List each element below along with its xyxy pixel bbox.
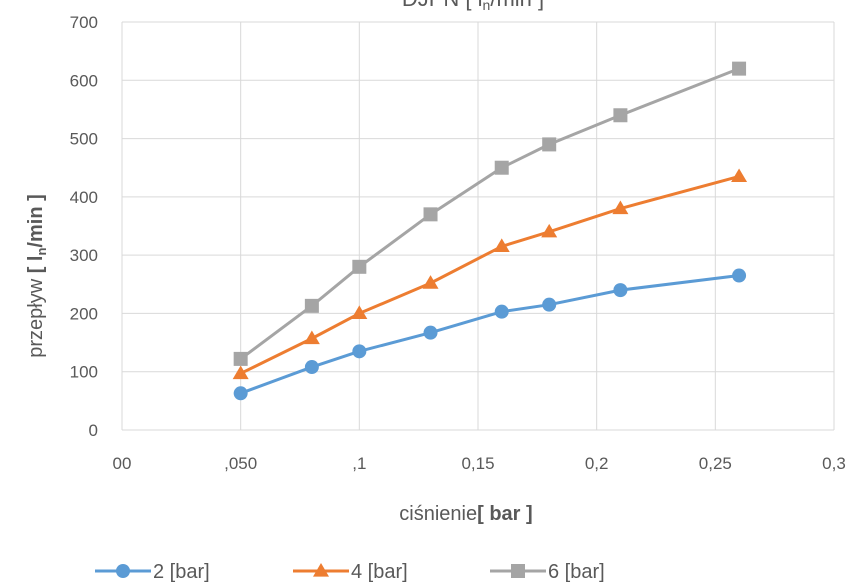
data-point [493, 238, 510, 252]
data-point [304, 360, 319, 375]
data-point [422, 275, 439, 289]
x-tick-label: 0,2 [585, 454, 609, 473]
legend-item: 4 [bar] [293, 561, 408, 583]
legend-item: 6 [bar] [490, 561, 605, 583]
data-point [423, 325, 438, 340]
x-tick-label: 0,15 [461, 454, 494, 473]
legend-marker [313, 563, 329, 577]
chart-title-subscript: n [483, 0, 491, 13]
series-layer [232, 61, 748, 401]
series-3 [233, 61, 747, 366]
series-2 [232, 168, 748, 380]
gridlines [121, 21, 835, 431]
data-point [732, 268, 747, 283]
chart-title: DJPN [ ln/min ] [402, 0, 544, 13]
data-point [541, 223, 558, 238]
data-point [731, 168, 748, 183]
data-point [613, 108, 628, 123]
data-point [304, 298, 319, 313]
series-line [240, 274, 740, 395]
data-point [232, 365, 249, 380]
series-line [240, 175, 740, 375]
y-tick-label: 300 [70, 246, 98, 265]
y-axis-title-main: przepływ [25, 273, 47, 357]
x-tick-label: 0,25 [699, 454, 732, 473]
y-tick-label: 0 [89, 421, 98, 440]
y-tick-label: 100 [70, 363, 98, 382]
y-tick-label: 700 [70, 13, 98, 32]
legend-label: 4 [bar] [351, 561, 408, 583]
series-1 [233, 268, 747, 401]
x-axis-title-bold: [ bar ] [477, 503, 533, 525]
x-axis-title-main: ciśnienie [399, 503, 477, 525]
data-point [233, 386, 248, 401]
y-axis-title: przepływ [ ln/min ] [25, 194, 49, 358]
x-axis-ticks: 00 ,050 ,1 0,15 0,2 0,25 0,3 [113, 454, 846, 473]
y-axis-title-tail: /min ] [25, 194, 47, 247]
data-point [351, 305, 368, 320]
legend-marker [511, 564, 525, 578]
y-tick-label: 200 [70, 304, 98, 323]
y-tick-label: 400 [70, 188, 98, 207]
data-point [494, 304, 509, 319]
y-tick-label: 600 [70, 71, 98, 90]
legend-item: 2 [bar] [95, 561, 210, 583]
data-point [303, 330, 320, 345]
data-point [233, 351, 248, 366]
y-axis-ticks: 0 100 200 300 400 500 600 700 [70, 13, 98, 440]
y-axis-title-bold: [ l [25, 256, 47, 274]
x-axis-title: ciśnienie[ bar ] [399, 503, 532, 525]
chart-title-main: DJPN [ l [402, 0, 483, 11]
data-point [542, 297, 557, 312]
y-tick-label: 500 [70, 130, 98, 149]
data-point [494, 160, 509, 175]
legend-label: 2 [bar] [153, 561, 210, 583]
legend-label: 6 [bar] [548, 561, 605, 583]
data-point [613, 283, 628, 298]
data-point [732, 61, 747, 76]
data-point [423, 207, 438, 222]
x-tick-label: ,1 [352, 454, 366, 473]
data-point [542, 137, 557, 152]
x-tick-label: ,050 [224, 454, 257, 473]
chart-title-tail: /min ] [490, 0, 544, 11]
data-point [612, 200, 629, 215]
legend-marker [116, 564, 130, 578]
data-point [352, 344, 367, 359]
x-tick-label: 0,3 [822, 454, 846, 473]
x-tick-label: 00 [113, 454, 132, 473]
series-line [239, 67, 740, 361]
legend: 2 [bar] 4 [bar] 6 [bar] [95, 561, 605, 583]
data-point [352, 259, 367, 274]
y-axis-title-subscript: n [34, 248, 49, 256]
